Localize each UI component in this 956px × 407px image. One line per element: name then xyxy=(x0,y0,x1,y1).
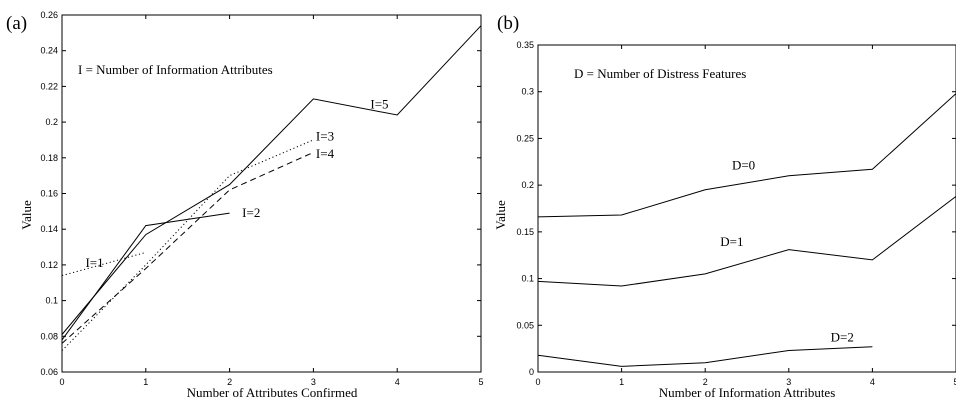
plot-area: 0 1 2 3 4 5 0.06 0.08 0.1 0.12 0.14 0.16 0.18 0.2 0.22… xyxy=(40,10,483,387)
y-tick-label: 0.3 xyxy=(521,87,534,97)
series-line-i-3 xyxy=(61,139,314,351)
y-tick-label: 0.05 xyxy=(516,320,534,330)
y-tick-label: 0 xyxy=(529,367,534,377)
y-tick-label: 0.24 xyxy=(40,46,58,56)
y-tick-label: 0.14 xyxy=(40,224,58,234)
series-label-d-0: D=0 xyxy=(732,158,755,173)
chart-annotation: I = Number of Information Attributes xyxy=(78,62,273,77)
x-tick-label: 2 xyxy=(703,377,708,387)
x-axis-label: Number of Attributes Confirmed xyxy=(187,385,358,400)
x-tick-label: 5 xyxy=(478,377,483,387)
x-tick-label: 2 xyxy=(227,377,232,387)
x-tick-label: 3 xyxy=(786,377,791,387)
y-tick-label: 0.16 xyxy=(40,189,58,199)
y-tick-label: 0.08 xyxy=(40,331,58,341)
panel-label: (b) xyxy=(497,13,519,34)
x-tick-label: 0 xyxy=(535,377,540,387)
y-tick-label: 0.15 xyxy=(516,227,534,237)
series-label-i-1: I=1 xyxy=(85,255,103,270)
series-line-i-5 xyxy=(61,25,482,335)
y-tick-label: 0.06 xyxy=(40,367,58,377)
x-tick-label: 1 xyxy=(619,377,624,387)
series-label-d-1: D=1 xyxy=(720,234,743,249)
series-line-i-4 xyxy=(61,151,314,344)
series-line-d-2 xyxy=(537,346,873,367)
x-tick-label: 4 xyxy=(395,377,400,387)
series-line-i-1 xyxy=(61,251,146,277)
panel-a: (a) I = Number of Information Attributes… xyxy=(6,10,484,400)
series-label-i-3: I=3 xyxy=(316,128,334,143)
y-tick-label: 0.1 xyxy=(521,274,534,284)
y-tick-label: 0.26 xyxy=(40,10,58,20)
series-label-i-4: I=4 xyxy=(316,146,335,161)
x-tick-label: 5 xyxy=(953,377,956,387)
x-tick-label: 0 xyxy=(59,377,64,387)
y-tick-label: 0.18 xyxy=(40,153,58,163)
y-tick-label: 0.1 xyxy=(45,296,58,306)
series-label-i-5: I=5 xyxy=(370,96,388,111)
x-tick-label: 3 xyxy=(311,377,316,387)
panel-label: (a) xyxy=(6,13,27,34)
y-tick-label: 0.22 xyxy=(40,81,58,91)
chart-annotation: D = Number of Distress Features xyxy=(574,66,746,81)
y-tick-label: 0.12 xyxy=(40,260,58,270)
y-tick-label: 0.25 xyxy=(516,133,534,143)
x-tick-label: 1 xyxy=(143,377,148,387)
y-tick-label: 0.2 xyxy=(45,117,58,127)
x-tick-label: 4 xyxy=(870,377,875,387)
series-label-d-2: D=2 xyxy=(831,329,854,344)
panel-b: (b) D = Number of Distress Features Numb… xyxy=(493,13,956,400)
plot-area: 0 1 2 3 4 5 0 0.05 0.1 0.15 0.2 0.25 0.3 0.35 D=0 D=1 D=… xyxy=(516,40,956,387)
x-axis-label: Number of Information Attributes xyxy=(659,385,836,400)
y-axis-label: Value xyxy=(19,200,34,230)
y-axis-label: Value xyxy=(493,200,508,230)
series-line-d-1 xyxy=(537,196,956,287)
series-label-i-2: I=2 xyxy=(242,205,260,220)
series-line-d-0 xyxy=(537,93,956,218)
axes-frame xyxy=(537,44,956,373)
y-tick-label: 0.35 xyxy=(516,40,534,50)
y-tick-label: 0.2 xyxy=(521,180,534,190)
